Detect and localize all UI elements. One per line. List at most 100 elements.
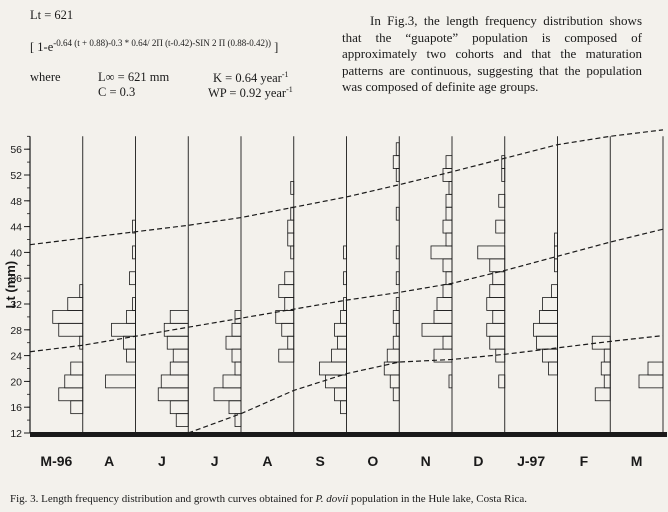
y-tick-label: 20 <box>10 376 22 388</box>
histogram-bar <box>445 155 453 169</box>
histogram-bar <box>430 245 453 260</box>
histogram-bar <box>542 348 558 363</box>
y-tick-label: 56 <box>10 144 22 156</box>
histogram-bar <box>111 322 136 337</box>
histogram-bar <box>445 193 453 208</box>
x-tick-label: A <box>262 453 272 469</box>
y-axis-label: Lt (mm) <box>3 261 18 309</box>
histogram-bar <box>638 374 664 389</box>
histogram-bar <box>594 387 611 402</box>
x-axis <box>30 432 667 437</box>
histogram-bar <box>603 348 611 363</box>
histogram-bar <box>70 361 84 376</box>
x-tick-label: A <box>104 453 114 469</box>
x-tick-label: S <box>315 453 324 469</box>
histogram-bar <box>603 374 611 389</box>
y-tick-label: 52 <box>10 170 22 182</box>
x-tick-label: F <box>580 453 589 469</box>
x-tick-label: N <box>421 453 431 469</box>
histogram-bar <box>169 400 189 415</box>
histogram-bar <box>172 348 189 363</box>
histogram-bar <box>337 335 347 350</box>
formula-bracket-close: ] <box>274 40 279 55</box>
histogram-bar <box>287 335 295 350</box>
histogram-bar <box>395 245 400 260</box>
paragraph-text: In Fig.3, the length frequency distribut… <box>342 13 642 94</box>
histogram-bar <box>542 297 558 311</box>
histogram-bar <box>105 374 136 389</box>
histogram-bar <box>234 361 242 376</box>
formula-expression: [ 1-e-0.64 (t + 0.88)-0.3 * 0.64/ 2Π (t-… <box>30 38 278 55</box>
y-tick-label: 28 <box>10 325 22 337</box>
histogram-bar <box>284 297 295 311</box>
y-tick-label: 12 <box>10 428 22 440</box>
histogram-bar <box>64 374 84 389</box>
y-tick-label: 44 <box>10 222 22 234</box>
formula-wp: WP = 0.92 year-1 <box>208 85 293 101</box>
histogram-bar <box>126 348 136 363</box>
histogram-bar <box>442 284 453 298</box>
histogram-bar <box>278 284 295 298</box>
histogram-bar <box>213 387 242 402</box>
growth-curve <box>188 335 664 434</box>
y-tick-label: 24 <box>10 351 22 363</box>
histogram-bar <box>551 284 558 298</box>
histogram-bar <box>58 322 84 337</box>
histogram-bar <box>325 374 347 389</box>
formula-where: where <box>30 70 61 84</box>
histogram-bar <box>395 271 400 286</box>
histogram-bar <box>421 322 453 337</box>
x-tick-label: J <box>158 453 166 469</box>
histogram-bar <box>386 348 400 363</box>
caption-suffix: population in the Hule lake, Costa Rica. <box>348 493 528 505</box>
histogram-bar <box>225 335 242 350</box>
x-tick-label: D <box>473 453 483 469</box>
histogram-bar <box>284 271 295 286</box>
x-tick-label: M-96 <box>40 453 72 469</box>
formula-lt: Lt = 621 <box>30 8 74 22</box>
histogram-bar <box>492 271 506 286</box>
formula-exponent: -0.64 (t + 0.88)-0.3 * 0.64/ 2Π (t-0.42)… <box>53 38 272 48</box>
histogram-bar <box>392 155 400 169</box>
histogram-bar <box>554 232 558 247</box>
histogram-bar <box>340 400 347 415</box>
y-tick-label: 48 <box>10 196 22 208</box>
x-tick-label: M <box>631 453 643 469</box>
y-tick-label: 32 <box>10 299 22 311</box>
histogram-bar <box>340 310 347 324</box>
formula-c: C = 0.3 <box>98 85 136 99</box>
histogram-bar <box>501 155 506 169</box>
histogram-bar <box>591 335 611 350</box>
formula-wp-sup: -1 <box>286 85 293 94</box>
body-paragraph: In Fig.3, the length frequency distribut… <box>342 13 642 96</box>
histogram-bar <box>343 271 347 286</box>
histogram-bar <box>477 245 506 260</box>
histogram-bar <box>169 310 189 324</box>
histogram-bar <box>79 284 84 298</box>
histogram-bar <box>442 219 453 234</box>
histogram-bar <box>334 387 347 402</box>
histogram-bar <box>436 297 453 311</box>
histogram-bar <box>647 361 664 376</box>
growth-curve <box>29 129 664 246</box>
histogram-bar <box>52 310 84 324</box>
histogram-bar <box>536 335 558 350</box>
formula-k: K = 0.64 year-1 <box>213 70 289 86</box>
caption-prefix: Fig. 3. Length frequency distribution an… <box>10 493 316 505</box>
growth-curve <box>29 228 664 353</box>
histogram-bar <box>392 335 400 350</box>
formula-wp-text: WP = 0.92 year <box>208 86 287 101</box>
y-tick-label: 40 <box>10 247 22 259</box>
histogram-bar <box>395 297 400 311</box>
histogram-bar <box>383 361 400 376</box>
histogram-bar <box>442 168 453 182</box>
histogram-bar <box>169 361 189 376</box>
histogram-bar <box>445 232 453 247</box>
histogram-bar <box>70 400 84 415</box>
histogram-bar <box>486 297 506 311</box>
histogram-bar <box>132 245 136 260</box>
histogram-bar <box>228 400 242 415</box>
formula-linf: L∞ = 621 mm <box>98 70 170 84</box>
histogram-bar <box>395 206 400 221</box>
